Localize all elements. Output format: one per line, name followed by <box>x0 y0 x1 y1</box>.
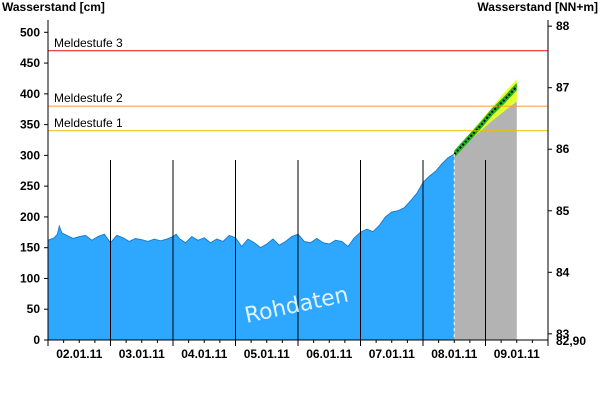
left-tick-label-200: 200 <box>20 210 40 224</box>
x-tick-label-2: 03.01.11 <box>119 347 165 361</box>
right-tick-label-85: 85 <box>556 204 570 218</box>
threshold-label-2: Meldestufe 2 <box>54 91 123 105</box>
right-tick-label-83: 83 <box>556 327 570 341</box>
measured-area <box>48 154 455 340</box>
forecast-band-inner <box>454 82 517 158</box>
left-tick-label-400: 400 <box>20 87 40 101</box>
x-tick-label-1: 02.01.11 <box>56 347 102 361</box>
left-tick-label-100: 100 <box>20 271 40 285</box>
plot-layer <box>47 50 548 340</box>
x-tick-label-7: 08.01.11 <box>431 347 477 361</box>
right-axis-bottom-label: 82,90 <box>556 334 586 348</box>
labels-layer: Meldestufe 1 Meldestufe 2 Meldestufe 3 0 50 1… <box>20 19 586 361</box>
x-tick-label-8: 09.01.11 <box>494 347 540 361</box>
right-tick-label-84: 84 <box>556 265 570 279</box>
right-tick-label-87: 87 <box>556 81 570 95</box>
right-axis-title: Wasserstand [NN+m] <box>477 0 598 14</box>
right-tick-label-88: 88 <box>556 19 570 33</box>
left-axis-title: Wasserstand [cm] <box>2 0 105 14</box>
left-tick-label-250: 250 <box>20 179 40 193</box>
forecast-center-line <box>453 85 518 155</box>
left-tick-label-500: 500 <box>20 25 40 39</box>
left-tick-label-450: 450 <box>20 56 40 70</box>
x-tick-label-3: 04.01.11 <box>181 347 227 361</box>
x-tick-label-6: 07.01.11 <box>369 347 415 361</box>
right-tick-label-86: 86 <box>556 142 570 156</box>
measured-line <box>47 153 455 249</box>
x-tick-label-4: 05.01.11 <box>244 347 290 361</box>
left-tick-label-50: 50 <box>27 302 41 316</box>
left-tick-label-0: 0 <box>33 333 40 347</box>
threshold-label-1: Meldestufe 1 <box>54 116 123 130</box>
left-tick-label-350: 350 <box>20 118 40 132</box>
axes-layer <box>44 20 552 346</box>
left-tick-label-150: 150 <box>20 241 40 255</box>
x-tick-label-5: 06.01.11 <box>306 347 352 361</box>
threshold-label-3: Meldestufe 3 <box>54 36 123 50</box>
left-tick-label-300: 300 <box>20 148 40 162</box>
